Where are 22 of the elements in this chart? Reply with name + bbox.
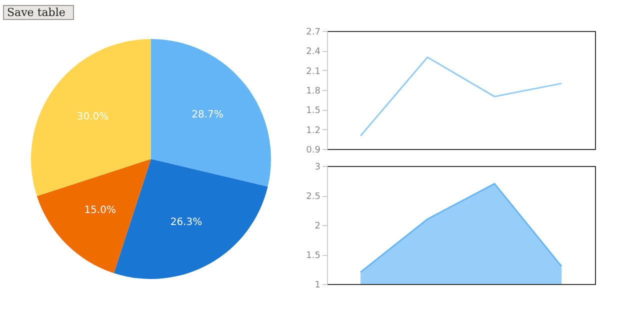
pie-slice	[36, 159, 151, 274]
y-tick-label: 2	[314, 222, 320, 232]
y-tick-label: 1.8	[306, 86, 321, 96]
y-tick-label: 2.5	[306, 192, 320, 202]
y-tick-label: 2.4	[306, 47, 321, 58]
y-tick-label: 1.5	[306, 106, 320, 116]
y-tick-label: 0.9	[306, 146, 321, 156]
pie-slice	[31, 39, 151, 196]
y-tick-label: 3	[314, 162, 320, 172]
y-tick-label: 1	[314, 280, 320, 290]
pie-slice	[114, 159, 268, 279]
y-tick-label: 1.5	[306, 251, 320, 261]
y-tick-label: 2.1	[306, 66, 320, 77]
text: Save table	[7, 6, 66, 19]
data-label: 15.0%	[84, 204, 116, 216]
data-label: 28.7%	[192, 109, 224, 120]
y-tick-label: 1.2	[306, 126, 320, 136]
y-tick-label: 2.7	[306, 28, 320, 38]
data-label: 30.0%	[76, 112, 109, 123]
data-label: 26.3%	[170, 216, 202, 228]
pie-slice	[151, 39, 271, 187]
line-series	[360, 56, 562, 137]
